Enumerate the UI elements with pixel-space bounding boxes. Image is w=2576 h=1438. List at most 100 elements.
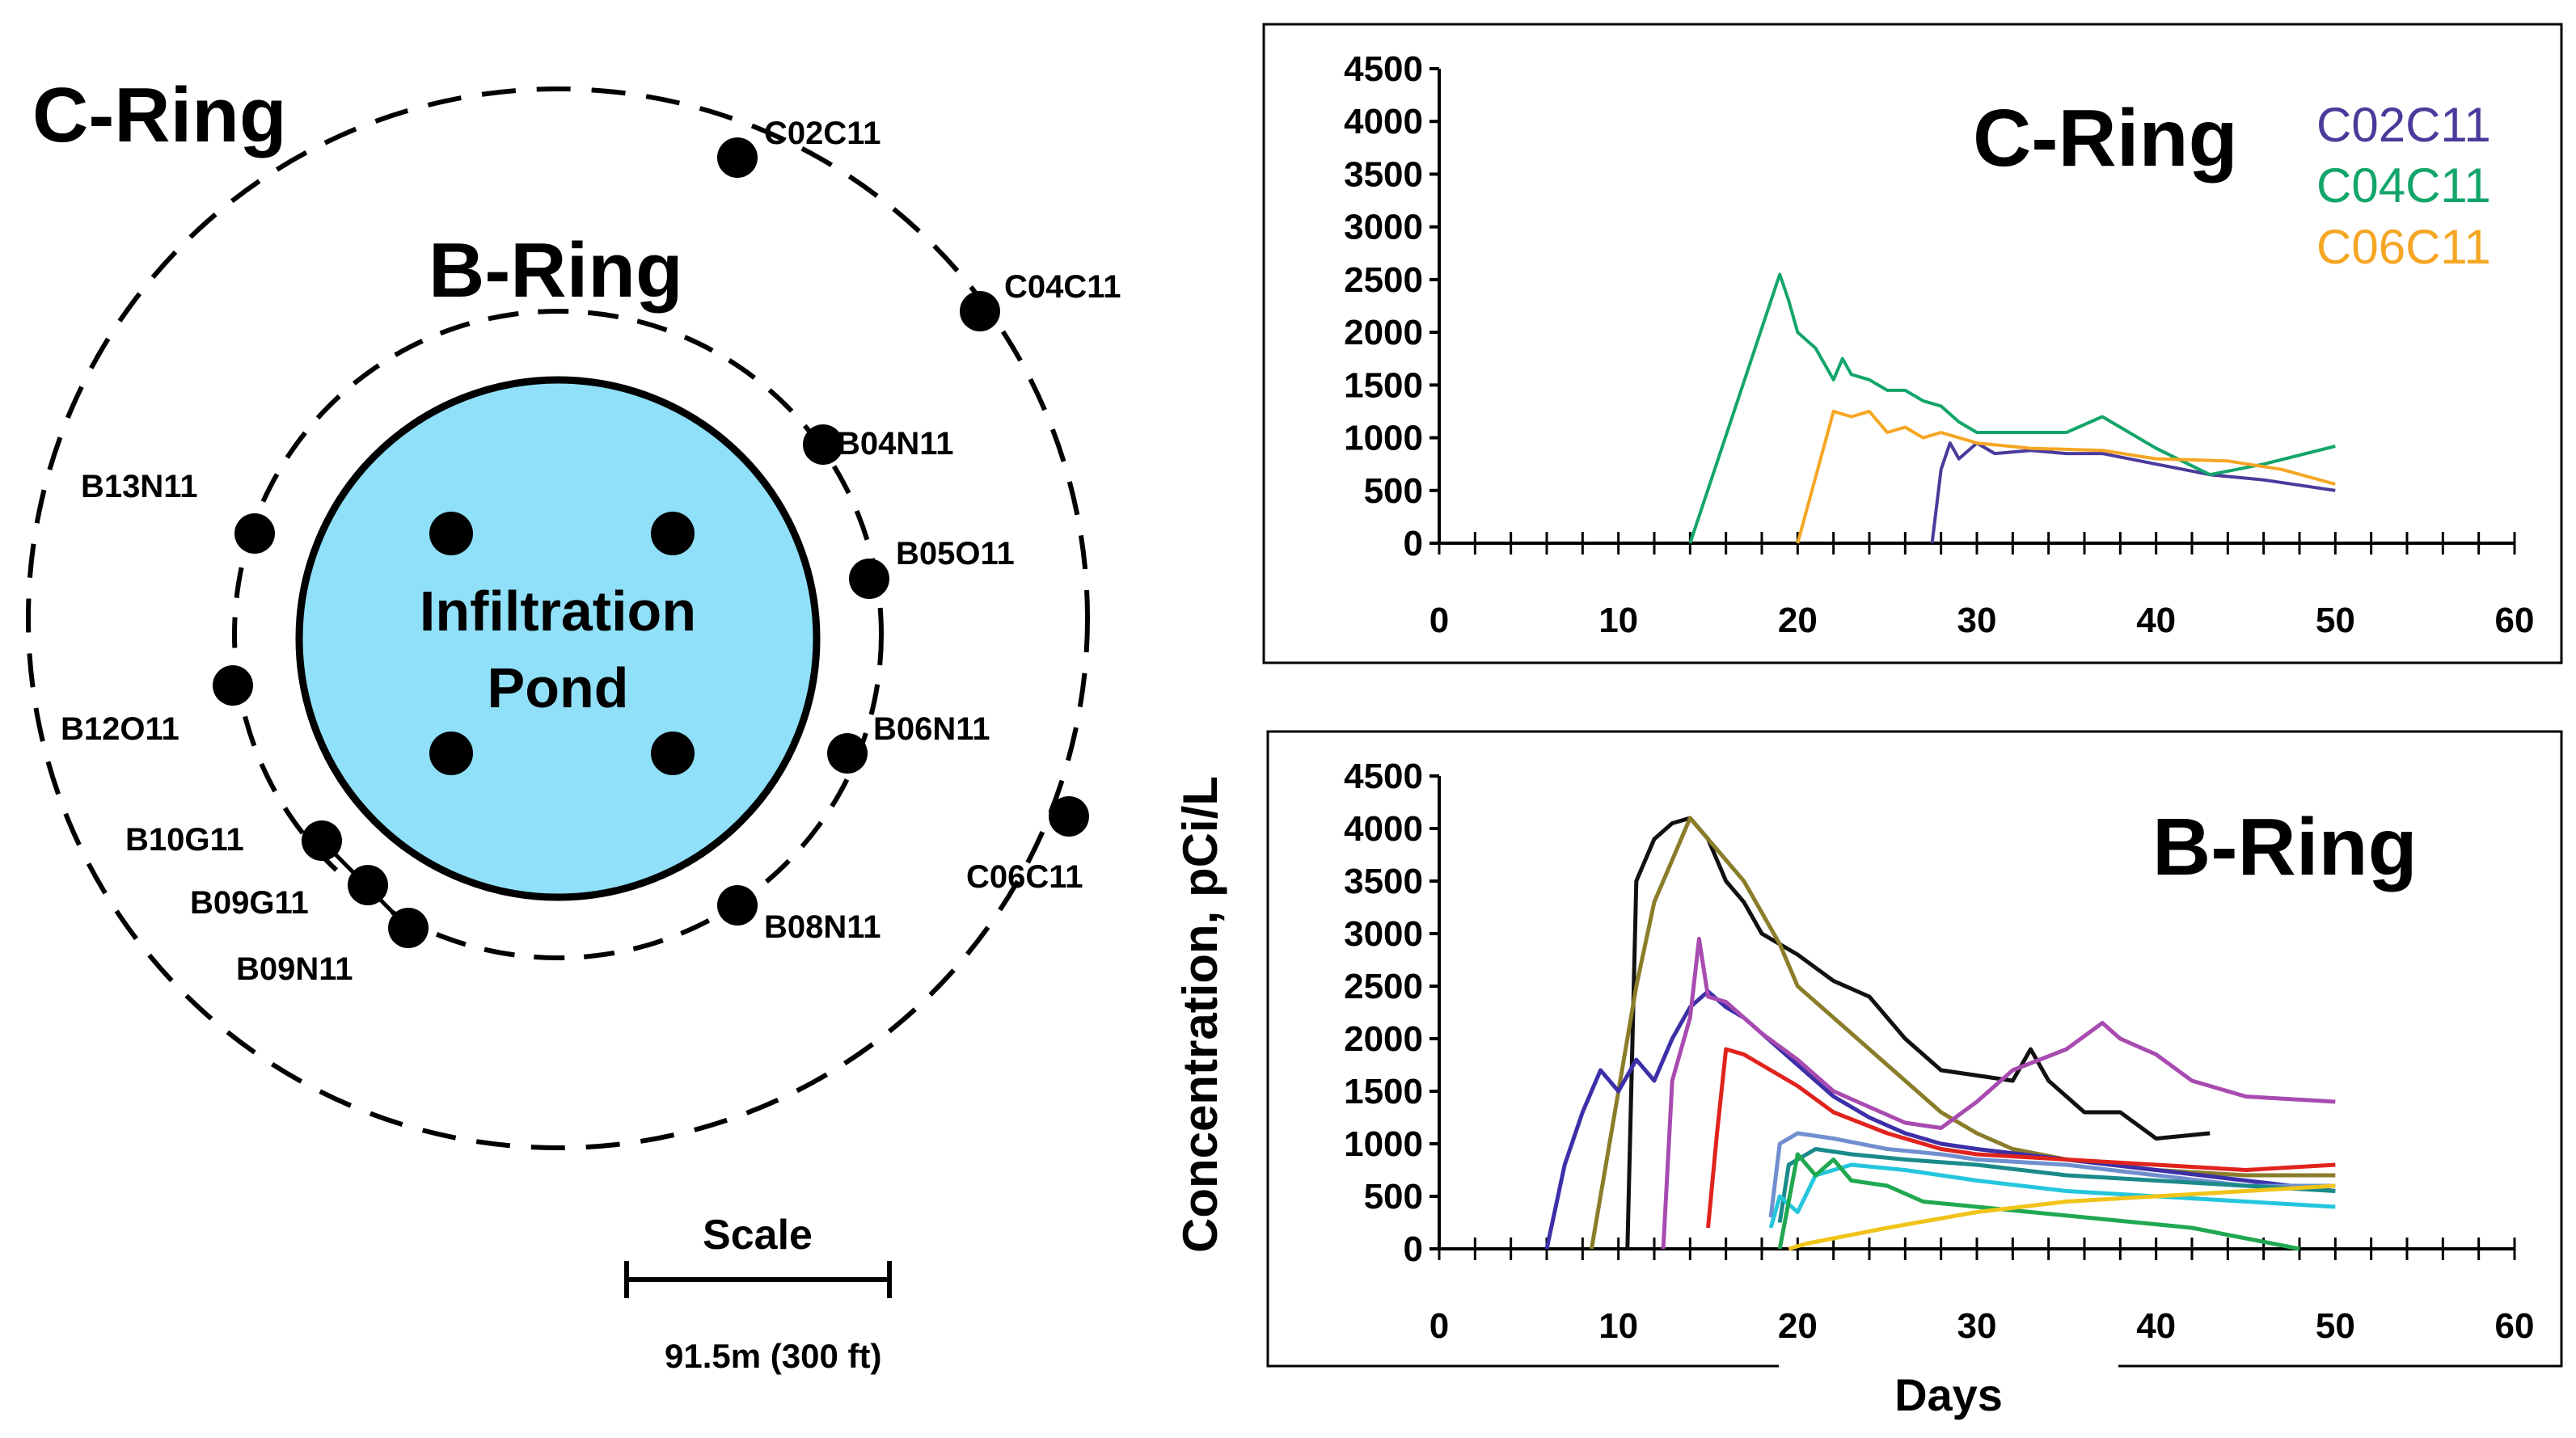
x-tick-marks: 0 10 20 30 40 50 60 bbox=[1429, 1238, 2535, 1346]
x-tick-label: 40 bbox=[2136, 601, 2176, 640]
c-ring-chart: 0 500 1000 1500 2000 2500 3000 3500 4000 4500 0 10… bbox=[1262, 23, 2563, 664]
series-line-cyan bbox=[1768, 1162, 2336, 1229]
x-tick-marks: 0 10 20 30 40 50 60 bbox=[1429, 532, 2535, 640]
series-line-black bbox=[1625, 816, 2211, 1250]
y-axis-label: Concentration, pCi/L bbox=[1173, 776, 1227, 1253]
well-dot-c02c11 bbox=[717, 137, 758, 178]
c-ring-circle bbox=[26, 86, 1090, 1150]
series-line-olive bbox=[1589, 816, 2336, 1250]
well-label-b09g11: B09G11 bbox=[190, 885, 309, 921]
y-tick-label: 4000 bbox=[1344, 809, 1423, 849]
x-tick-label: 60 bbox=[2495, 1306, 2535, 1346]
y-tick-label: 1500 bbox=[1344, 365, 1423, 405]
pond-well-dot bbox=[651, 512, 695, 555]
x-tick-label: 30 bbox=[1957, 1306, 1997, 1346]
pond-well-dot bbox=[651, 732, 695, 775]
well-label-b04n11: B04N11 bbox=[837, 426, 954, 462]
chart-frame bbox=[1262, 23, 2563, 664]
x-tick-label: 50 bbox=[2316, 1306, 2355, 1346]
series-line-green bbox=[1777, 1152, 2300, 1251]
scale-bar: Scale 91.5m (300 ft) bbox=[624, 1212, 892, 1375]
y-tick-label: 2000 bbox=[1344, 313, 1423, 352]
y-tick-label: 1000 bbox=[1344, 419, 1423, 458]
y-tick-label: 4500 bbox=[1344, 757, 1423, 796]
x-tick-label: 0 bbox=[1429, 1306, 1449, 1346]
y-tick-label: 500 bbox=[1364, 471, 1423, 511]
b-ring-circle bbox=[232, 309, 884, 960]
well-label-b06n11: B06N11 bbox=[873, 711, 990, 747]
pond-well-dot bbox=[429, 512, 473, 555]
series-lines bbox=[1544, 816, 2336, 1251]
x-axis-label: Days bbox=[1894, 1369, 2003, 1420]
x-tick-label: 10 bbox=[1598, 1306, 1638, 1346]
y-tick-label: 3000 bbox=[1344, 208, 1423, 247]
series-line-c04c11 bbox=[1688, 272, 2336, 544]
x-tick-label: 20 bbox=[1778, 1306, 1818, 1346]
y-tick-marks: 0 500 1000 1500 2000 2500 3000 3500 4000 4500 bbox=[1344, 757, 1439, 1269]
c-ring-label: C-Ring bbox=[32, 72, 287, 158]
series-line-c06c11 bbox=[1796, 409, 2336, 544]
y-tick-label: 500 bbox=[1364, 1177, 1423, 1217]
x-tick-label: 0 bbox=[1429, 601, 1449, 640]
x-tick-label: 20 bbox=[1778, 601, 1818, 640]
well-label-b13n11: B13N11 bbox=[81, 469, 198, 504]
well-label-b05o11: B05O11 bbox=[896, 536, 1015, 571]
series-line-magenta bbox=[1661, 937, 2336, 1250]
well-dot-b08n11 bbox=[717, 885, 758, 926]
series-line-yellow bbox=[1788, 1183, 2336, 1251]
pond-label-line2: Pond bbox=[488, 656, 629, 719]
series-lines bbox=[1688, 272, 2336, 544]
legend: C02C11 C04C11 C06C11 bbox=[2316, 98, 2491, 274]
y-tick-label: 3500 bbox=[1344, 862, 1423, 901]
well-label-b09n11: B09N11 bbox=[236, 951, 353, 987]
well-dot-b12o11 bbox=[213, 665, 253, 706]
well-dot-b09g11 bbox=[348, 865, 388, 905]
chart-title: B-Ring bbox=[2152, 802, 2418, 892]
legend-entry-c02c11: C02C11 bbox=[2316, 98, 2491, 152]
x-tick-label: 10 bbox=[1598, 601, 1638, 640]
legend-entry-c04c11: C04C11 bbox=[2316, 158, 2491, 213]
well-dot-b06n11 bbox=[827, 733, 868, 774]
y-tick-label: 0 bbox=[1404, 1229, 1423, 1269]
well-label-b08n11: B08N11 bbox=[764, 909, 881, 945]
well-label-b12o11: B12O11 bbox=[61, 711, 179, 747]
well-dot-b09n11 bbox=[388, 908, 429, 948]
well-label-c04c11: C04C11 bbox=[1004, 269, 1121, 305]
well-dot-c06c11 bbox=[1049, 796, 1089, 837]
legend-entry-c06c11: C06C11 bbox=[2316, 220, 2491, 274]
y-tick-label: 2500 bbox=[1344, 967, 1423, 1006]
well-label-c02c11: C02C11 bbox=[764, 116, 881, 151]
scale-value: 91.5m (300 ft) bbox=[665, 1337, 881, 1375]
x-tick-label: 50 bbox=[2316, 601, 2355, 640]
y-tick-label: 1000 bbox=[1344, 1124, 1423, 1164]
chart-title: C-Ring bbox=[1973, 93, 2238, 183]
well-dot-c04c11 bbox=[960, 291, 1000, 331]
series-line-red bbox=[1706, 1047, 2336, 1229]
well-dot-b10g11 bbox=[302, 820, 342, 861]
b-ring-chart: 0 500 1000 1500 2000 2500 3000 3500 4000 4500 0 10… bbox=[1173, 730, 2563, 1420]
x-tick-label: 30 bbox=[1957, 601, 1997, 640]
x-tick-label: 40 bbox=[2136, 1306, 2176, 1346]
y-tick-label: 3500 bbox=[1344, 154, 1423, 194]
well-dot-b13n11 bbox=[234, 513, 275, 554]
x-tick-label: 60 bbox=[2495, 601, 2535, 640]
series-line-c02c11 bbox=[1930, 441, 2336, 544]
y-tick-marks: 0 500 1000 1500 2000 2500 3000 3500 4000 4500 bbox=[1344, 49, 1439, 563]
y-tick-label: 0 bbox=[1404, 524, 1423, 563]
y-tick-label: 1500 bbox=[1344, 1072, 1423, 1111]
b-ring-label: B-Ring bbox=[429, 227, 683, 314]
y-tick-label: 3000 bbox=[1344, 914, 1423, 954]
y-tick-label: 4000 bbox=[1344, 102, 1423, 141]
y-tick-label: 2500 bbox=[1344, 260, 1423, 300]
well-dot-b05o11 bbox=[849, 559, 889, 599]
y-tick-label: 4500 bbox=[1344, 49, 1423, 89]
scale-label: Scale bbox=[703, 1212, 813, 1259]
pond-well-dot bbox=[429, 732, 473, 775]
well-label-c06c11: C06C11 bbox=[966, 859, 1083, 895]
well-label-b10g11: B10G11 bbox=[125, 822, 244, 858]
pond-label-line1: Infiltration bbox=[420, 580, 696, 643]
y-tick-label: 2000 bbox=[1344, 1019, 1423, 1059]
x-label-backdrop bbox=[1779, 1354, 2118, 1386]
well-map: C-Ring B-Ring Infiltration Pond C02C11 C… bbox=[26, 72, 1121, 1375]
